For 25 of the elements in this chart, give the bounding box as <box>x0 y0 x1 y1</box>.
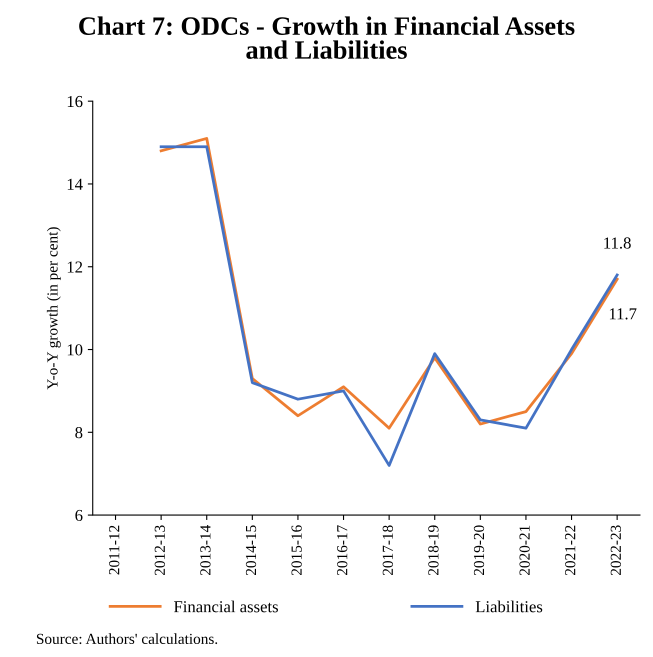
y-tick-label: 16 <box>68 96 83 108</box>
x-tick-label: 2021-22 <box>565 526 576 576</box>
y-tick-label: 8 <box>75 427 82 438</box>
x-tick-label: 2011-12 <box>109 526 120 574</box>
y-tick-label: 10 <box>68 344 82 356</box>
data-label: 11.7 <box>610 308 636 320</box>
x-tick-label: 2020-21 <box>519 526 530 576</box>
source-note: Source: Authors' calculations. <box>36 633 218 644</box>
y-tick-label: 6 <box>75 510 83 522</box>
x-tick-label: 2018-19 <box>428 525 439 576</box>
legend-label: Financial assets <box>174 600 278 612</box>
chart-title: Chart 7: ODCs - Growth in Financial Assets and Liabilities <box>79 16 574 59</box>
legend-label: Liabilities <box>476 600 542 612</box>
x-tick-label: 2015-16 <box>291 525 302 576</box>
x-tick-label: 2017-18 <box>382 525 393 576</box>
x-tick-label: 2014-15 <box>246 525 256 576</box>
y-axis-title: Y-o-Y growth (in per cent) <box>46 227 61 390</box>
y-tick-label: 12 <box>68 261 82 273</box>
x-tick-label: 2013-14 <box>200 525 211 576</box>
x-tick-label: 2016-17 <box>337 525 348 576</box>
x-tick-label: 2019-20 <box>474 525 484 576</box>
x-tick-label: 2012-13 <box>154 525 165 576</box>
x-tick-label: 2022-23 <box>610 525 621 576</box>
y-tick-label: 14 <box>68 178 83 190</box>
data-label: 11.8 <box>604 237 631 249</box>
